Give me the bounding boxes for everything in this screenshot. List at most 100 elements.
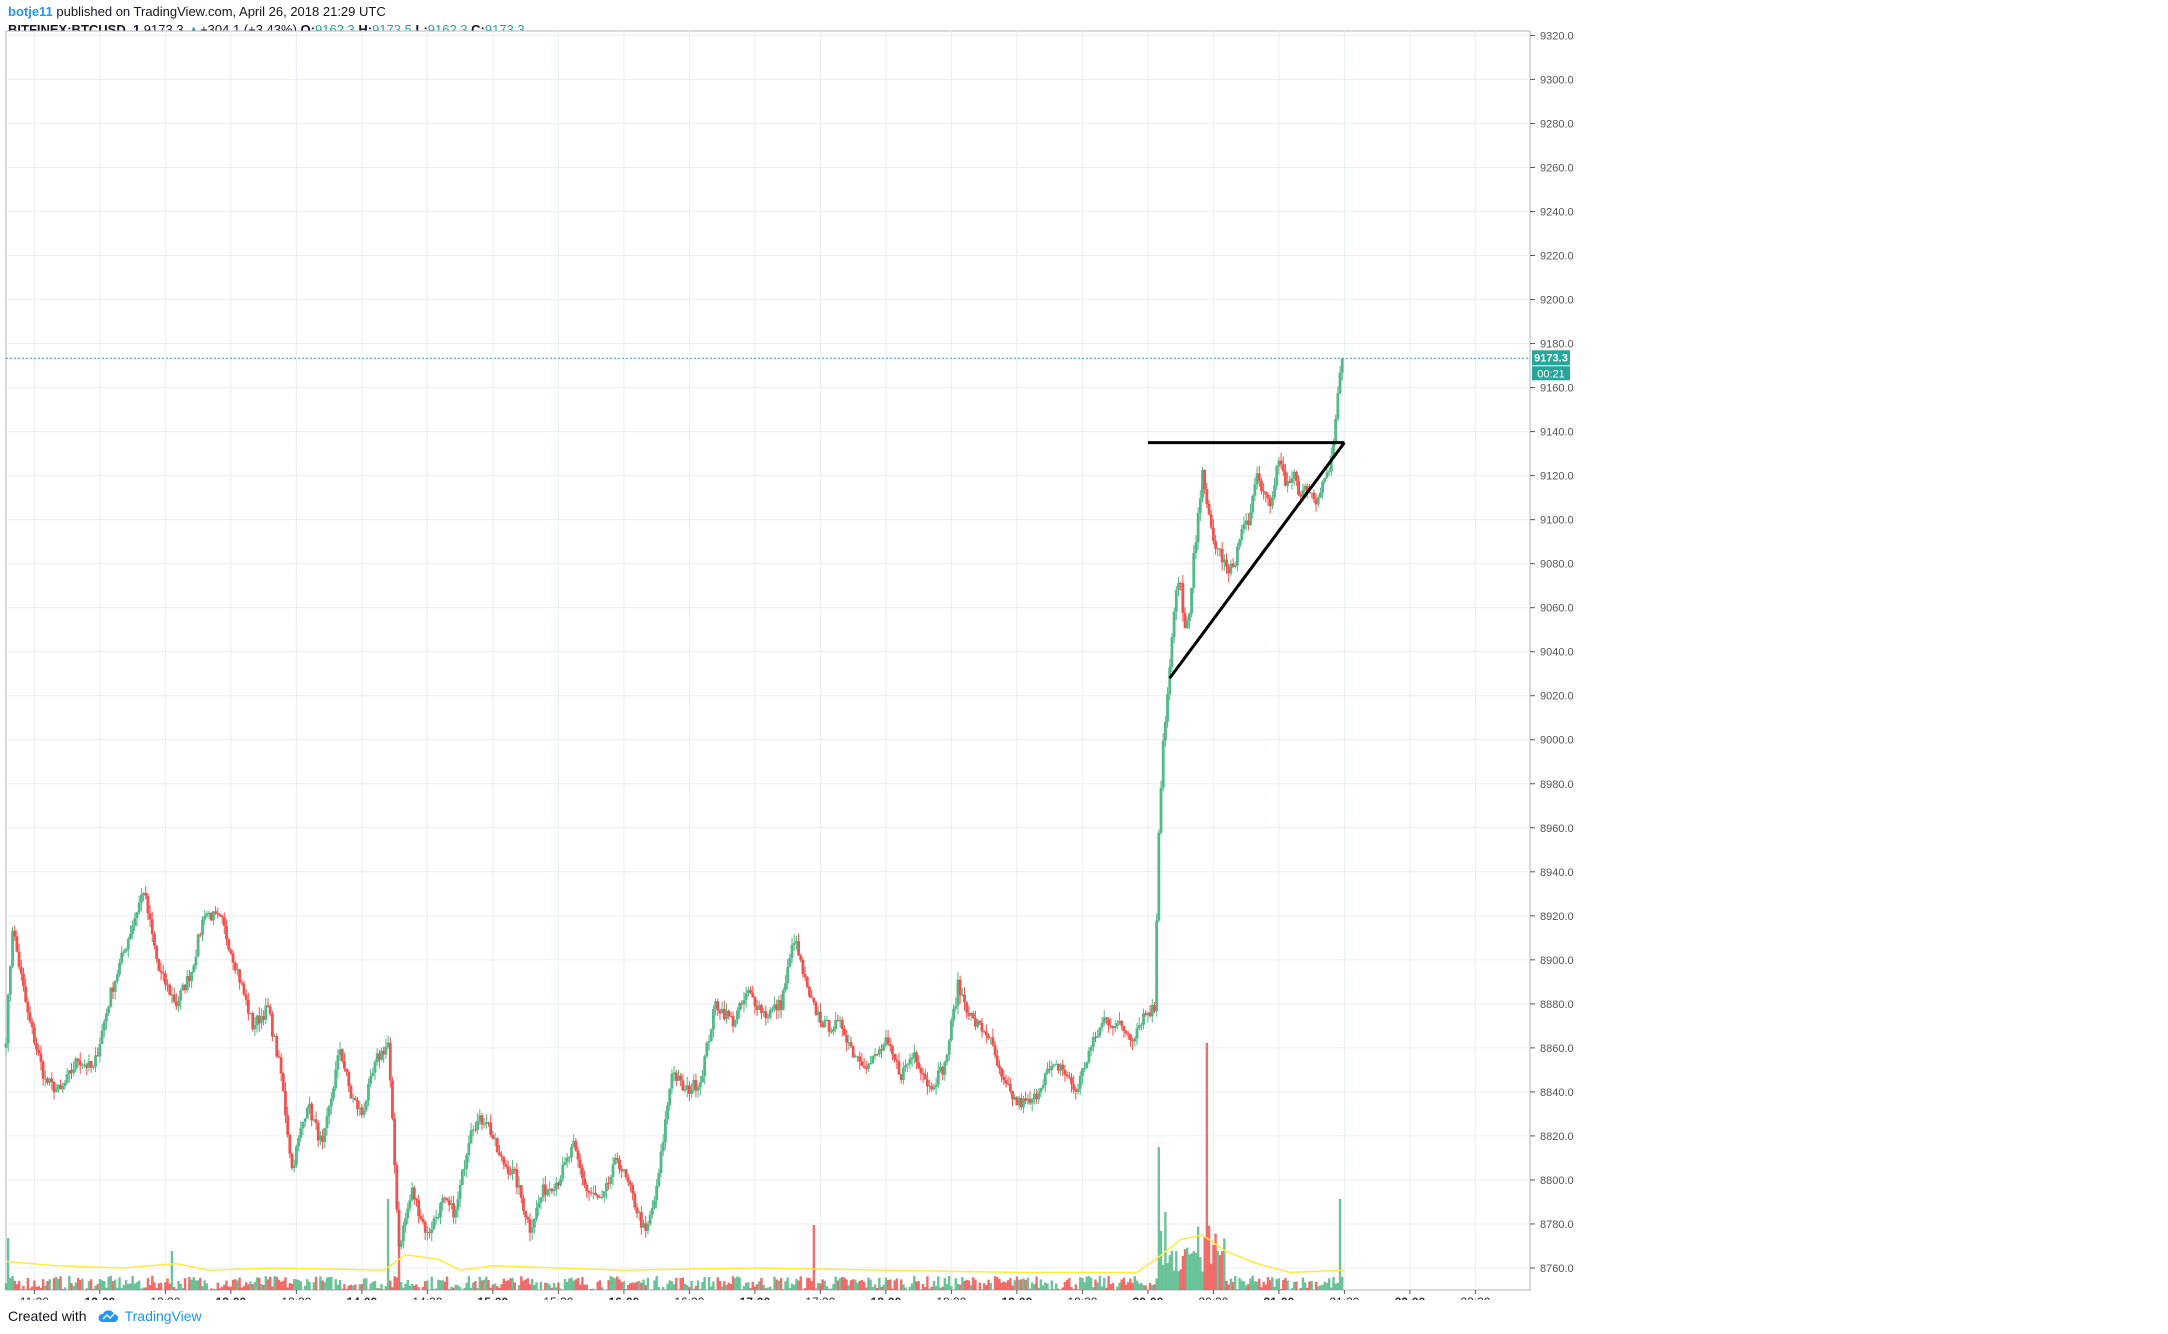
author-link[interactable]: botje11 (8, 4, 53, 19)
candle-body (220, 915, 224, 918)
volume-bar (854, 1279, 857, 1290)
candle-body (63, 1082, 67, 1086)
volume-bar (382, 1289, 385, 1290)
candle-body (950, 1020, 953, 1041)
candle-body (1148, 1012, 1152, 1017)
candle-body (840, 1019, 844, 1029)
candle-body (358, 1107, 362, 1110)
volume-bar (517, 1285, 521, 1290)
volume-bar (33, 1280, 36, 1290)
candle-body (1205, 489, 1209, 504)
candle-body (864, 1067, 868, 1069)
candle-body (369, 1075, 373, 1084)
candle-body (757, 1005, 761, 1010)
candle-body (958, 979, 962, 996)
volume-bar (253, 1282, 257, 1290)
volume-bar (203, 1280, 206, 1290)
candle-body (648, 1214, 652, 1225)
y-tick-label: 8920.0 (1540, 911, 1574, 923)
volume-bar (668, 1280, 671, 1290)
candle-body (591, 1192, 595, 1194)
volume-bar (873, 1284, 877, 1290)
candle-body (139, 894, 143, 903)
candle-body (629, 1182, 632, 1185)
candle-body (292, 1165, 296, 1169)
candle-body (974, 1018, 977, 1027)
candle-body (305, 1108, 309, 1119)
candle-body (264, 1005, 268, 1020)
candle-body (727, 1010, 731, 1016)
candle-body (450, 1203, 453, 1206)
candle-body (1137, 1025, 1141, 1029)
candle-body (707, 1041, 711, 1043)
candle-body (982, 1031, 986, 1033)
created-with-label: Created with (8, 1308, 87, 1324)
candle-body (436, 1216, 440, 1218)
volume-bar (707, 1277, 711, 1290)
volume-bar (862, 1281, 866, 1290)
volume-bar (87, 1281, 91, 1290)
x-tick-label: 14:00 (347, 1295, 378, 1300)
y-tick-label: 8800.0 (1540, 1175, 1574, 1187)
candle-body (312, 1119, 316, 1121)
candle-body (1017, 1098, 1021, 1106)
volume-bar (94, 1285, 97, 1290)
candle-body (539, 1197, 543, 1203)
volume-bar (1155, 1278, 1158, 1290)
volume-bar (474, 1281, 477, 1290)
candle-body (1008, 1084, 1012, 1091)
candle-body (899, 1074, 903, 1081)
y-tick-label: 8760.0 (1540, 1263, 1574, 1275)
candle-body (731, 1015, 735, 1027)
volume-bar (856, 1282, 859, 1290)
x-tick-label: 17:30 (805, 1295, 835, 1300)
volume-bar (275, 1276, 278, 1290)
volume-bar (57, 1279, 60, 1290)
volume-bar (127, 1283, 130, 1290)
tradingview-logo[interactable]: TradingView (97, 1308, 202, 1324)
volume-bar (266, 1279, 270, 1290)
volume-bar (1192, 1251, 1195, 1290)
candle-body (419, 1216, 423, 1219)
volume-bar (338, 1280, 342, 1290)
candle-body (196, 934, 200, 957)
candle-body (391, 1080, 394, 1119)
volume-bar (675, 1277, 678, 1290)
volume-bar (869, 1279, 872, 1290)
candle-body (161, 972, 165, 974)
candle-body (491, 1134, 495, 1139)
volume-bar (277, 1279, 281, 1290)
candle-body (1124, 1031, 1128, 1034)
volume-bar (148, 1285, 152, 1290)
candle-body (382, 1050, 386, 1055)
volume-bar (89, 1279, 93, 1290)
candle-body (703, 1056, 707, 1077)
volume-bar (875, 1287, 879, 1290)
volume-bar (225, 1280, 228, 1290)
volume-bar (963, 1280, 966, 1290)
volume-bar (491, 1284, 495, 1290)
candle-body (1277, 460, 1281, 467)
volume-bar (140, 1288, 143, 1290)
volume-bar (978, 1282, 981, 1290)
volume-bar (343, 1284, 346, 1290)
candle-body (401, 1225, 405, 1242)
candle-body (410, 1187, 414, 1201)
candle-body (1157, 832, 1161, 921)
volume-bar (613, 1278, 617, 1290)
candle-body (969, 1013, 973, 1016)
candle-body (1231, 563, 1235, 567)
y-tick-label: 9180.0 (1540, 339, 1574, 351)
volume-bar (838, 1278, 842, 1290)
volume-bar (68, 1275, 71, 1290)
volume-bar (784, 1281, 787, 1290)
candle-body (1170, 637, 1174, 668)
candle-body (1050, 1065, 1054, 1071)
volume-bar (1081, 1277, 1084, 1290)
candle-body (989, 1037, 993, 1039)
candle-body (428, 1232, 431, 1234)
volume-bar (814, 1288, 818, 1290)
candle-body (1299, 494, 1303, 497)
